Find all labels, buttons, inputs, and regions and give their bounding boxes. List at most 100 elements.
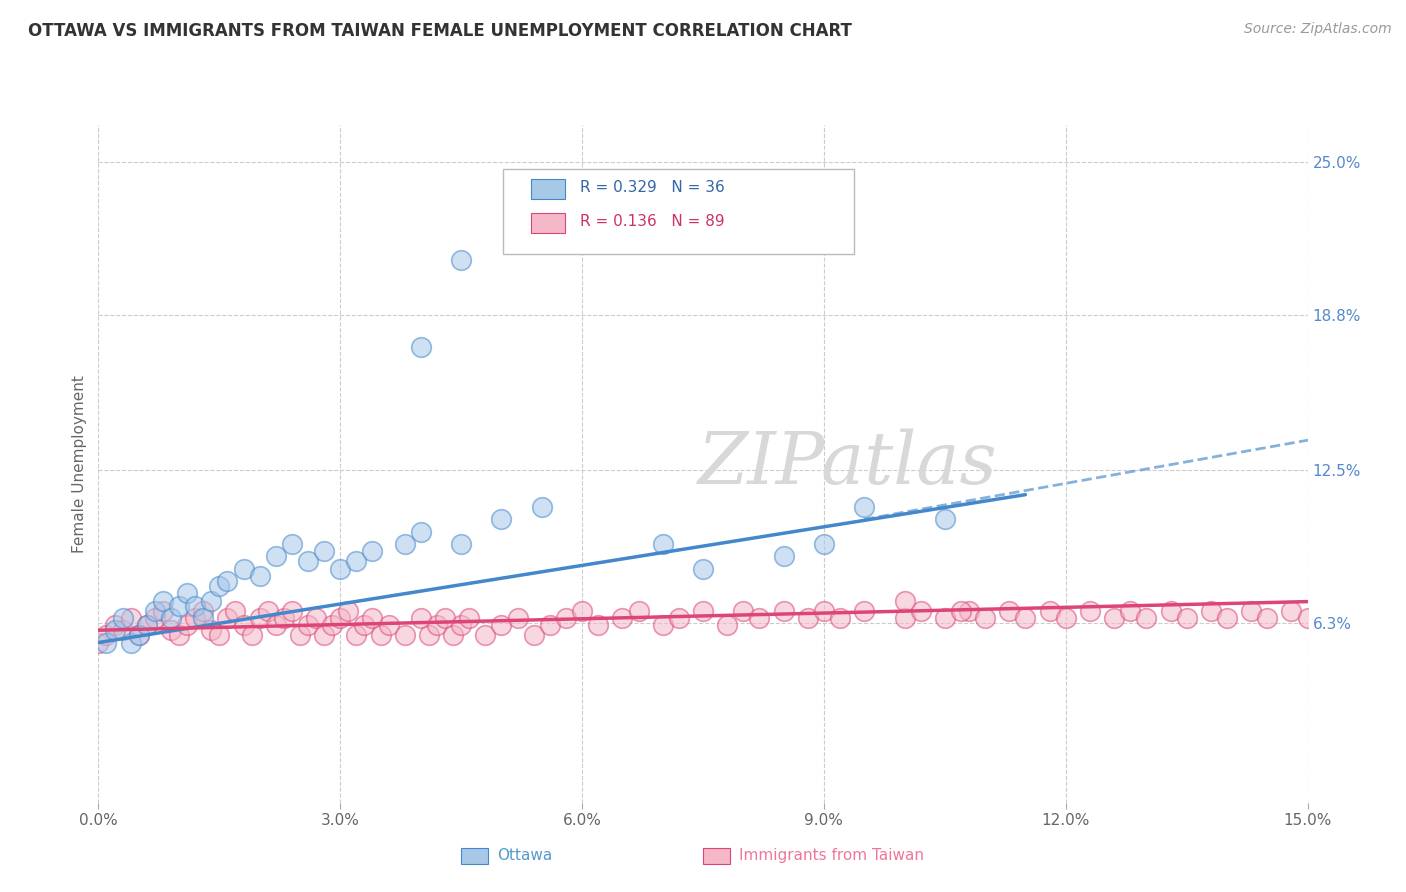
Point	[208, 579, 231, 593]
Point	[176, 586, 198, 600]
Point	[361, 544, 384, 558]
Point	[1256, 611, 1278, 625]
Point	[143, 603, 166, 617]
Point	[418, 628, 440, 642]
Text: Source: ZipAtlas.com: Source: ZipAtlas.com	[1244, 22, 1392, 37]
Point	[1240, 603, 1263, 617]
Point	[297, 618, 319, 632]
Point	[208, 628, 231, 642]
Point	[555, 611, 578, 625]
FancyBboxPatch shape	[503, 169, 855, 253]
Point	[910, 603, 932, 617]
Point	[1160, 603, 1182, 617]
Text: ZIPatlas: ZIPatlas	[699, 428, 998, 500]
FancyBboxPatch shape	[461, 847, 488, 864]
Point	[120, 635, 142, 649]
Point	[434, 611, 457, 625]
Point	[370, 628, 392, 642]
Point	[193, 611, 215, 625]
Point	[409, 524, 432, 539]
Point	[160, 611, 183, 625]
Point	[394, 537, 416, 551]
Point	[651, 618, 673, 632]
Point	[96, 635, 118, 649]
Point	[934, 611, 956, 625]
Point	[853, 603, 876, 617]
Point	[281, 537, 304, 551]
Text: R = 0.329   N = 36: R = 0.329 N = 36	[579, 180, 724, 194]
Point	[458, 611, 481, 625]
Y-axis label: Female Unemployment: Female Unemployment	[72, 375, 87, 553]
Point	[733, 603, 755, 617]
Point	[361, 611, 384, 625]
Point	[337, 603, 360, 617]
Point	[450, 253, 472, 268]
Point	[893, 611, 915, 625]
Point	[184, 599, 207, 613]
Point	[249, 569, 271, 583]
Point	[314, 544, 336, 558]
Point	[224, 603, 246, 617]
Point	[329, 561, 352, 575]
Text: OTTAWA VS IMMIGRANTS FROM TAIWAN FEMALE UNEMPLOYMENT CORRELATION CHART: OTTAWA VS IMMIGRANTS FROM TAIWAN FEMALE …	[28, 22, 852, 40]
Point	[152, 603, 174, 617]
Point	[772, 549, 794, 564]
Point	[523, 628, 546, 642]
Point	[160, 624, 183, 638]
Point	[716, 618, 738, 632]
Point	[813, 603, 835, 617]
Point	[217, 611, 239, 625]
Point	[1119, 603, 1142, 617]
Point	[441, 628, 464, 642]
Text: R = 0.136   N = 89: R = 0.136 N = 89	[579, 214, 724, 228]
Point	[344, 554, 367, 568]
Point	[748, 611, 770, 625]
Point	[240, 628, 263, 642]
Point	[297, 554, 319, 568]
Point	[264, 549, 287, 564]
Point	[828, 611, 851, 625]
Point	[111, 611, 134, 625]
Point	[491, 512, 513, 526]
Point	[200, 624, 222, 638]
Point	[586, 618, 609, 632]
Point	[772, 603, 794, 617]
Point	[128, 628, 150, 642]
Point	[1216, 611, 1239, 625]
Point	[249, 611, 271, 625]
Point	[128, 628, 150, 642]
Point	[167, 599, 190, 613]
Point	[377, 618, 399, 632]
Point	[409, 611, 432, 625]
Point	[797, 611, 820, 625]
Point	[1014, 611, 1036, 625]
Point	[1078, 603, 1101, 617]
Point	[651, 537, 673, 551]
Point	[143, 611, 166, 625]
Point	[491, 618, 513, 632]
Point	[193, 603, 215, 617]
Point	[974, 611, 997, 625]
Point	[314, 628, 336, 642]
Text: Ottawa: Ottawa	[498, 848, 553, 863]
Point	[813, 537, 835, 551]
Point	[353, 618, 375, 632]
Point	[893, 593, 915, 607]
Point	[103, 618, 125, 632]
Point	[344, 628, 367, 642]
Point	[264, 618, 287, 632]
Point	[87, 635, 110, 649]
Point	[957, 603, 980, 617]
Point	[538, 618, 561, 632]
Point	[934, 512, 956, 526]
FancyBboxPatch shape	[531, 213, 565, 234]
FancyBboxPatch shape	[703, 847, 730, 864]
Point	[288, 628, 311, 642]
Point	[167, 628, 190, 642]
Point	[135, 618, 157, 632]
Point	[96, 628, 118, 642]
Point	[135, 618, 157, 632]
Point	[692, 603, 714, 617]
FancyBboxPatch shape	[531, 179, 565, 200]
Point	[627, 603, 650, 617]
